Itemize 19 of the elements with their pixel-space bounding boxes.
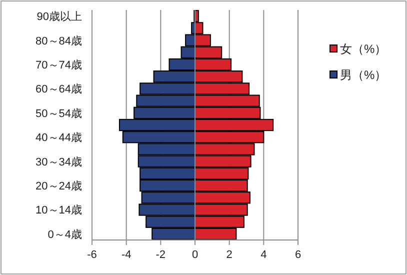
x-tick-label: 6: [294, 249, 302, 261]
y-tick-label: 80～84歳: [36, 34, 82, 48]
x-tick-label: 2: [226, 249, 232, 261]
y-tick-label: 0～4歳: [48, 228, 82, 241]
y-tick-label: 30～34歳: [36, 155, 82, 168]
y-tick-label: 40～44歳: [36, 131, 82, 144]
legend-label: 男（%）: [340, 68, 387, 82]
x-tick-label: 4: [260, 249, 267, 261]
y-tick-label: 10～14歳: [36, 204, 82, 217]
y-tick-label: 20～24歳: [36, 180, 82, 193]
y-tick-label: 50～54歳: [36, 106, 82, 120]
x-tick-label: -6: [87, 249, 97, 261]
y-tick-label: 90歳以上: [36, 10, 82, 24]
y-tick-label: 60～64歳: [36, 82, 82, 96]
x-tick-label: -2: [156, 249, 166, 261]
x-tick-label: -4: [121, 249, 132, 261]
y-tick-label: 70～74歳: [36, 58, 82, 72]
x-tick-label: 0: [192, 249, 198, 261]
legend-label: 女（%）: [340, 42, 387, 56]
